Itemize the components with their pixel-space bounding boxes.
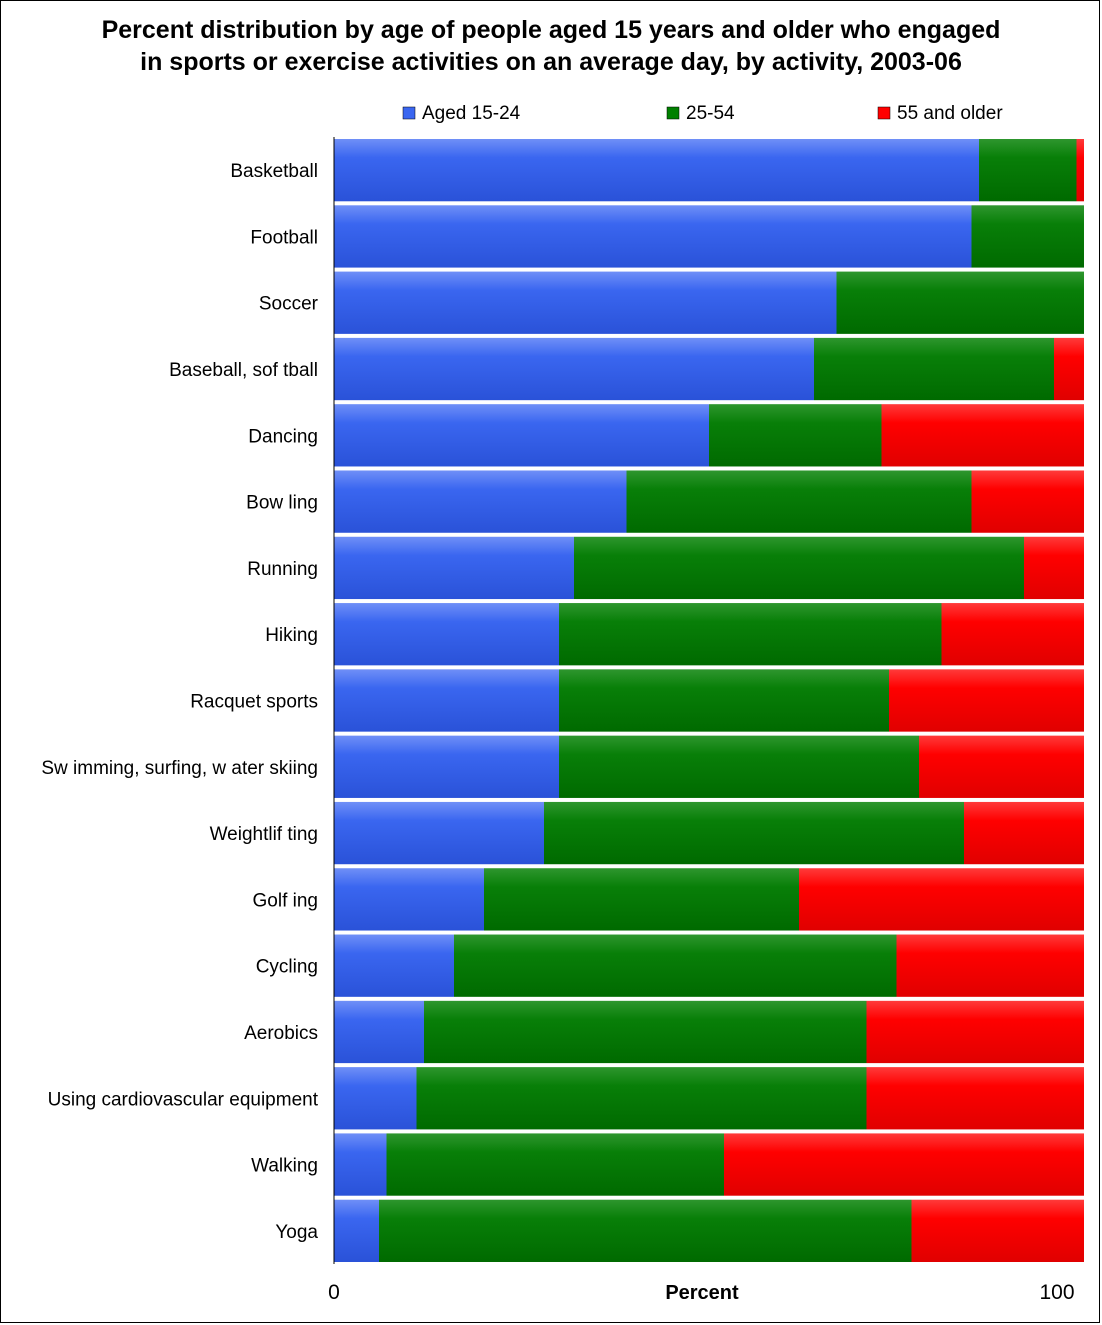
category-label-soccer: Soccer: [259, 294, 319, 315]
category-label-using-cardiovascular-equipment: Using cardiovascular equipment: [48, 1089, 319, 1110]
category-label-running: Running: [247, 559, 318, 580]
bar-hiking-25-54: [559, 603, 942, 666]
category-label-cycling: Cycling: [256, 957, 318, 978]
bar-aerobics-aged-15-24: [334, 1000, 424, 1064]
bar-aerobics-25-54: [424, 1000, 867, 1064]
bar-using-cardiovascular-equipment-55-and-older: [866, 1067, 1084, 1130]
bar-using-cardiovascular-equipment-25-54: [416, 1067, 867, 1130]
category-label-basketball: Basketball: [230, 161, 318, 182]
category-label-weightlifting: Weightlif ting: [210, 824, 318, 845]
category-label-walking: Walking: [251, 1156, 318, 1177]
bar-walking-aged-15-24: [334, 1133, 387, 1196]
category-label-bowling: Bow ling: [246, 493, 318, 514]
legend-swatch-55-and-older: [877, 106, 891, 120]
bar-baseball-softball-55-and-older: [1054, 337, 1084, 401]
bar-soccer-25-54: [836, 271, 1084, 334]
bar-bowling-25-54: [626, 470, 972, 533]
category-label-aerobics: Aerobics: [244, 1023, 318, 1044]
bar-golfing-25-54: [484, 868, 799, 931]
bar-basketball-25-54: [979, 139, 1077, 202]
bar-basketball-55-and-older: [1076, 139, 1084, 202]
chart-title-line-2: in sports or exercise activities on an a…: [140, 48, 962, 76]
x-axis-ticks: 0 100: [328, 1281, 1074, 1304]
bar-using-cardiovascular-equipment-aged-15-24: [334, 1067, 417, 1130]
bar-aerobics-55-and-older: [866, 1000, 1084, 1064]
bar-yoga-aged-15-24: [334, 1199, 379, 1262]
bar-baseball-softball-25-54: [814, 337, 1054, 401]
bar-walking-25-54: [386, 1133, 724, 1196]
bar-basketball-aged-15-24: [334, 139, 979, 202]
bar-cycling-55-and-older: [896, 934, 1084, 997]
category-label-football: Football: [250, 227, 318, 248]
bar-football-aged-15-24: [334, 205, 972, 268]
bar-baseball-softball-aged-15-24: [334, 337, 814, 401]
category-label-yoga: Yoga: [275, 1222, 318, 1243]
bar-weightlifting-55-and-older: [964, 801, 1084, 865]
bar-swimming-surfing-water-skiing-55-and-older: [919, 735, 1084, 798]
legend: Aged 15-24 25-54 55 and older: [402, 103, 1003, 124]
chart-title-line-1: Percent distribution by age of people ag…: [101, 16, 1001, 44]
bar-yoga-55-and-older: [911, 1199, 1084, 1262]
category-label-racquet-sports: Racquet sports: [190, 692, 318, 713]
bar-swimming-surfing-water-skiing-25-54: [559, 735, 919, 798]
x-axis-label: Percent: [665, 1282, 739, 1304]
bar-football-25-54: [971, 205, 1084, 268]
category-label-hiking: Hiking: [265, 625, 318, 646]
bar-racquet-sports-25-54: [559, 669, 889, 732]
bar-dancing-55-and-older: [881, 404, 1084, 467]
chart-title: Percent distribution by age of people ag…: [0, 14, 1102, 78]
bar-running-55-and-older: [1024, 536, 1084, 600]
category-labels: Basketball Football Soccer Baseball, sof tb…: [41, 161, 318, 1243]
category-label-baseball-softball: Baseball, sof tball: [169, 360, 318, 381]
bar-bowling-aged-15-24: [334, 470, 627, 533]
bar-cycling-aged-15-24: [334, 934, 454, 997]
legend-label-55-and-older: 55 and older: [897, 103, 1003, 124]
legend-label-aged-15-24: Aged 15-24: [422, 103, 521, 124]
bar-yoga-25-54: [379, 1199, 912, 1262]
bar-racquet-sports-aged-15-24: [334, 669, 559, 732]
bar-hiking-55-and-older: [941, 603, 1084, 666]
legend-swatch-aged-15-24: [402, 106, 416, 120]
bar-bowling-55-and-older: [971, 470, 1084, 533]
bar-racquet-sports-55-and-older: [889, 669, 1084, 732]
bar-dancing-25-54: [709, 404, 882, 467]
bar-hiking-aged-15-24: [334, 603, 559, 666]
bar-weightlifting-25-54: [544, 801, 964, 865]
bar-cycling-25-54: [454, 934, 897, 997]
category-label-dancing: Dancing: [248, 426, 318, 447]
legend-swatch-25-54: [666, 106, 680, 120]
bar-soccer-aged-15-24: [334, 271, 837, 334]
bar-golfing-aged-15-24: [334, 868, 484, 931]
bars: [334, 139, 1084, 1262]
legend-label-25-54: 25-54: [686, 103, 735, 124]
bar-golfing-55-and-older: [799, 868, 1084, 931]
x-tick-label-100: 100: [1039, 1281, 1074, 1304]
category-label-golfing: Golf ing: [253, 890, 318, 911]
bar-running-aged-15-24: [334, 536, 574, 600]
bar-walking-55-and-older: [724, 1133, 1084, 1196]
bar-dancing-aged-15-24: [334, 404, 709, 467]
category-label-swimming-surfing-water-skiing: Sw imming, surfing, w ater skiing: [41, 758, 318, 779]
x-tick-label-0: 0: [328, 1281, 340, 1304]
bar-running-25-54: [574, 536, 1024, 600]
bar-swimming-surfing-water-skiing-aged-15-24: [334, 735, 559, 798]
bar-weightlifting-aged-15-24: [334, 801, 544, 865]
